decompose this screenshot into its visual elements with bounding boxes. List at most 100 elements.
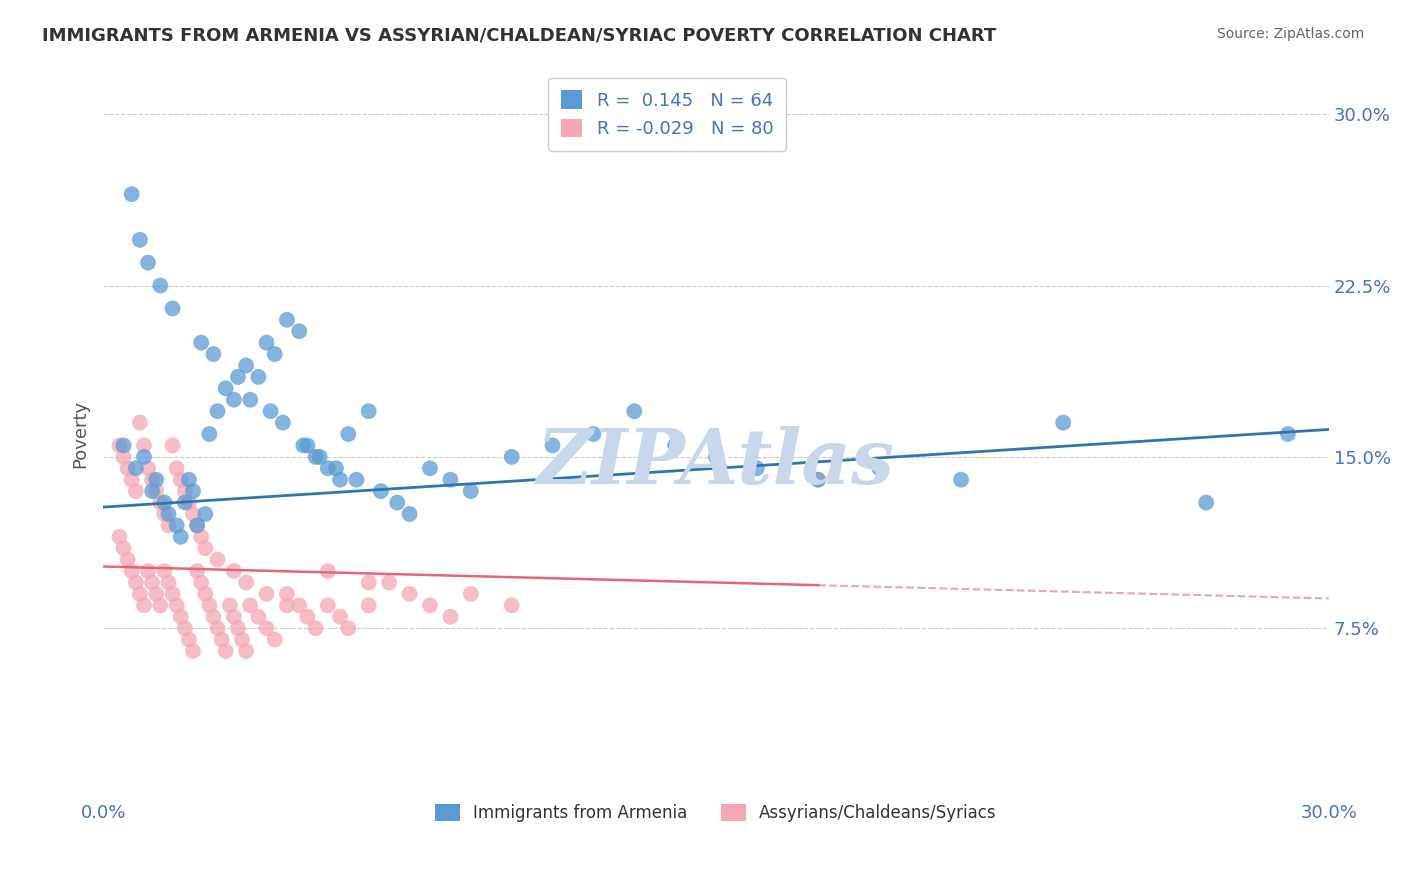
Point xyxy=(145,473,167,487)
Point xyxy=(194,507,217,521)
Point xyxy=(276,313,298,327)
Point xyxy=(222,564,245,578)
Point xyxy=(288,324,311,338)
Point xyxy=(125,575,148,590)
Point xyxy=(215,644,238,658)
Point xyxy=(117,552,139,566)
Point xyxy=(501,599,523,613)
Point xyxy=(370,484,392,499)
Point xyxy=(271,416,294,430)
Point xyxy=(239,599,262,613)
Point xyxy=(215,381,238,395)
Point xyxy=(112,541,135,556)
Point xyxy=(153,564,176,578)
Point xyxy=(202,347,225,361)
Point xyxy=(239,392,262,407)
Point xyxy=(186,518,208,533)
Point xyxy=(222,392,245,407)
Point xyxy=(125,461,148,475)
Point xyxy=(460,484,482,499)
Point xyxy=(141,473,163,487)
Point xyxy=(337,427,360,442)
Point xyxy=(357,575,380,590)
Point xyxy=(337,621,360,635)
Point xyxy=(132,599,155,613)
Point xyxy=(181,507,204,521)
Point xyxy=(190,530,212,544)
Point xyxy=(141,484,163,499)
Point xyxy=(181,484,204,499)
Point xyxy=(247,370,270,384)
Point xyxy=(157,507,180,521)
Point xyxy=(112,450,135,464)
Point xyxy=(136,461,159,475)
Point xyxy=(387,495,409,509)
Point xyxy=(117,461,139,475)
Point xyxy=(231,632,253,647)
Point xyxy=(501,450,523,464)
Point xyxy=(129,416,152,430)
Point xyxy=(1195,495,1218,509)
Point xyxy=(263,632,285,647)
Point xyxy=(157,518,180,533)
Legend: Immigrants from Armenia, Assyrians/Chaldeans/Syriacs: Immigrants from Armenia, Assyrians/Chald… xyxy=(422,790,1011,835)
Point xyxy=(166,599,188,613)
Point xyxy=(419,599,441,613)
Y-axis label: Poverty: Poverty xyxy=(72,400,89,468)
Text: ZIPAtlas: ZIPAtlas xyxy=(537,426,896,500)
Point xyxy=(136,255,159,269)
Point xyxy=(263,347,285,361)
Point xyxy=(276,587,298,601)
Point xyxy=(125,484,148,499)
Point xyxy=(149,278,172,293)
Point xyxy=(329,473,352,487)
Point xyxy=(173,495,195,509)
Point xyxy=(153,495,176,509)
Point xyxy=(173,484,195,499)
Text: IMMIGRANTS FROM ARMENIA VS ASSYRIAN/CHALDEAN/SYRIAC POVERTY CORRELATION CHART: IMMIGRANTS FROM ARMENIA VS ASSYRIAN/CHAL… xyxy=(42,27,997,45)
Point xyxy=(623,404,645,418)
Point xyxy=(121,187,143,202)
Point xyxy=(207,404,229,418)
Point xyxy=(235,359,257,373)
Point xyxy=(304,450,326,464)
Point xyxy=(170,530,193,544)
Point xyxy=(247,609,270,624)
Point xyxy=(419,461,441,475)
Point xyxy=(308,450,330,464)
Point xyxy=(439,609,461,624)
Point xyxy=(950,473,973,487)
Point xyxy=(153,507,176,521)
Point xyxy=(190,335,212,350)
Point xyxy=(211,632,233,647)
Point xyxy=(170,473,193,487)
Point xyxy=(325,461,347,475)
Point xyxy=(357,599,380,613)
Point xyxy=(357,404,380,418)
Point xyxy=(166,518,188,533)
Point xyxy=(112,438,135,452)
Point xyxy=(329,609,352,624)
Point xyxy=(460,587,482,601)
Point xyxy=(582,427,605,442)
Text: Source: ZipAtlas.com: Source: ZipAtlas.com xyxy=(1216,27,1364,41)
Point xyxy=(198,599,221,613)
Point xyxy=(173,621,195,635)
Point xyxy=(316,461,339,475)
Point xyxy=(157,575,180,590)
Point xyxy=(145,484,167,499)
Point xyxy=(439,473,461,487)
Point xyxy=(226,621,249,635)
Point xyxy=(198,427,221,442)
Point xyxy=(177,473,200,487)
Point xyxy=(121,564,143,578)
Point xyxy=(202,609,225,624)
Point xyxy=(177,495,200,509)
Point xyxy=(141,575,163,590)
Point xyxy=(304,621,326,635)
Point xyxy=(166,461,188,475)
Point xyxy=(190,575,212,590)
Point xyxy=(541,438,564,452)
Point xyxy=(194,541,217,556)
Point xyxy=(194,587,217,601)
